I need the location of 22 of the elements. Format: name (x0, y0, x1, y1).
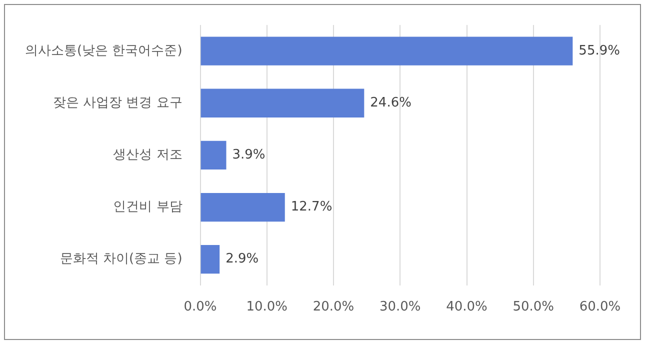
bar (200, 245, 220, 274)
y-tick-label: 잦은 사업장 변경 요구 (52, 95, 182, 110)
x-tick-label: 10.0% (246, 300, 288, 315)
bar (200, 140, 226, 170)
x-tick-label: 40.0% (446, 300, 488, 315)
bar (200, 88, 364, 118)
x-tick-label: 50.0% (512, 300, 554, 315)
x-tick-label: 60.0% (579, 300, 621, 315)
data-label: 12.7% (290, 200, 332, 215)
bar (200, 192, 285, 222)
x-tick-label: 30.0% (379, 300, 421, 315)
y-tick-label: 문화적 차이(종교 등) (60, 252, 182, 267)
x-tick-label: 20.0% (312, 300, 354, 315)
y-tick-label: 생산성 저조 (113, 148, 182, 163)
y-tick-label: 인건비 부담 (113, 200, 182, 215)
y-tick-label: 의사소통(낮은 한국어수준) (24, 43, 182, 58)
bar (200, 36, 573, 66)
data-label: 24.6% (370, 95, 412, 110)
data-label: 3.9% (232, 148, 266, 163)
data-label: 55.9% (578, 43, 620, 58)
data-label: 2.9% (226, 252, 259, 267)
x-tick-label: 0.0% (184, 300, 217, 315)
